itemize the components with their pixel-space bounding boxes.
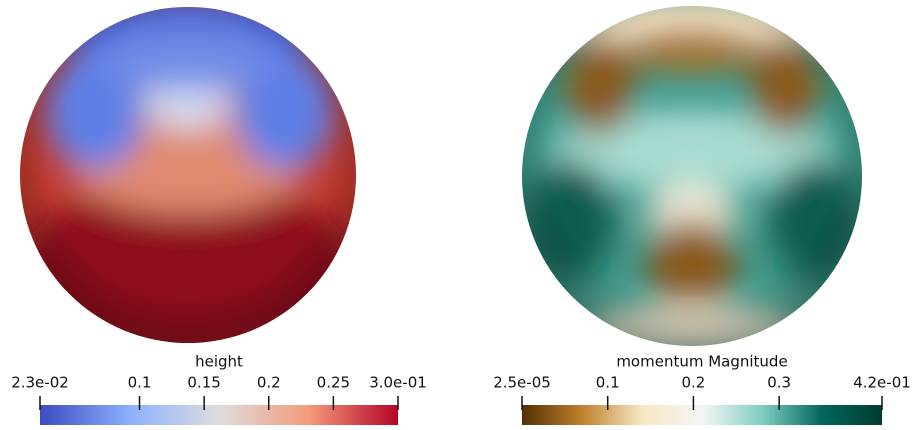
tick-label: 0.1 <box>128 374 152 392</box>
colorbar <box>40 405 398 425</box>
colorbar <box>522 405 882 425</box>
colorbars: height 2.3e-02 0.1 0.15 0.2 0.25 3.0e-01 moment… <box>11 353 911 426</box>
tick-label: 2.3e-02 <box>11 374 69 392</box>
height-sphere <box>10 0 370 360</box>
tick-label: 0.2 <box>257 374 281 392</box>
page: height 2.3e-02 0.1 0.15 0.2 0.25 3.0e-01 moment… <box>0 0 914 430</box>
tick-label: 4.2e-01 <box>853 374 911 392</box>
tick-label: 0.25 <box>317 374 350 392</box>
screenshot: height 2.3e-02 0.1 0.15 0.2 0.25 3.0e-01 moment… <box>0 0 914 430</box>
tick-label: 0.2 <box>681 374 705 392</box>
tick-label: 0.1 <box>596 374 620 392</box>
tick-label: 0.3 <box>767 374 791 392</box>
momentum-sphere <box>520 0 880 355</box>
colorbar-title: momentum Magnitude <box>616 353 787 371</box>
tick-label: 2.5e-05 <box>493 374 551 392</box>
colorbar-title: height <box>195 353 243 371</box>
tick-label: 3.0e-01 <box>369 374 427 392</box>
tick-label: 0.15 <box>187 374 220 392</box>
